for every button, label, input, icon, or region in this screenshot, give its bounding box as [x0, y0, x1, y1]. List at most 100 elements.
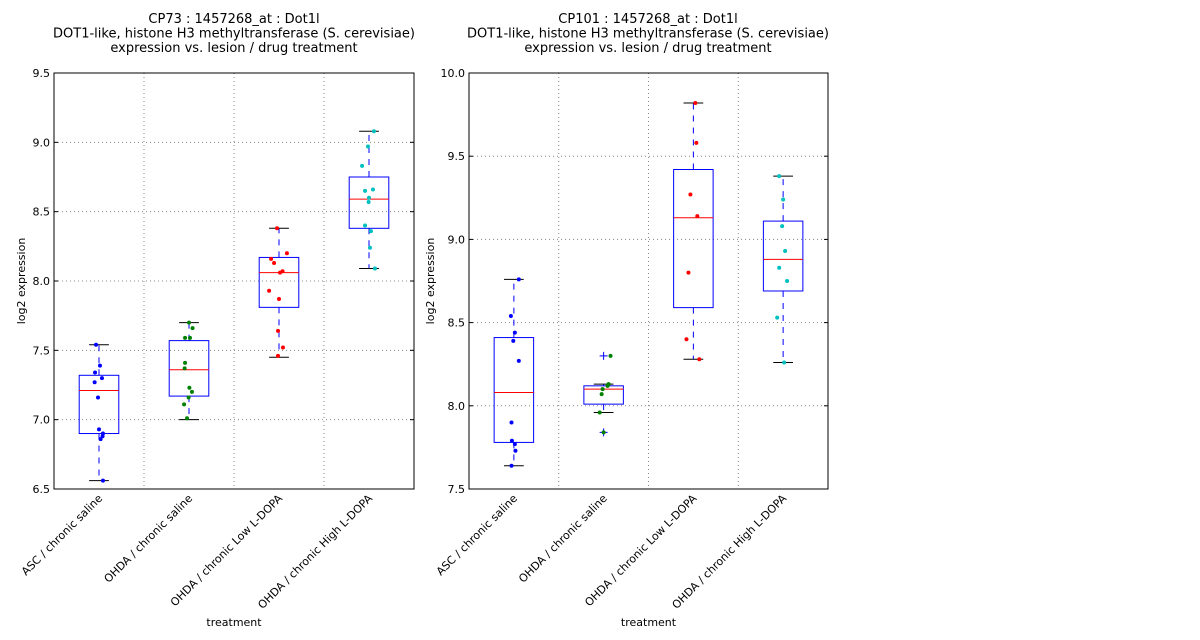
data-point — [601, 430, 606, 435]
data-point — [509, 438, 514, 443]
box-3 — [258, 227, 300, 358]
data-point — [367, 245, 372, 250]
x-tick-label: OHDA / chronic saline — [102, 492, 196, 586]
data-point — [182, 366, 187, 371]
data-point — [183, 335, 188, 340]
data-point — [777, 265, 782, 270]
box-iqr — [493, 337, 535, 443]
plot-frame — [53, 72, 415, 490]
y-tick-label: 9.5 — [448, 150, 466, 163]
data-point — [182, 402, 187, 407]
data-point — [693, 100, 698, 105]
box-3 — [673, 102, 714, 360]
data-point — [183, 360, 188, 365]
data-point — [688, 192, 693, 197]
y-tick-label: 6.5 — [33, 483, 51, 496]
x-tick-label: ASC / chronic saline — [434, 492, 520, 578]
data-point — [92, 380, 97, 385]
data-point — [360, 163, 365, 168]
y-axis-label: log2 expression — [15, 238, 28, 325]
data-point — [284, 251, 289, 256]
data-point — [608, 353, 613, 358]
data-point — [513, 448, 518, 453]
data-point — [605, 383, 610, 388]
data-point — [516, 358, 521, 363]
data-point — [267, 288, 272, 293]
chart-title-line: expression vs. lesion / drug treatment — [524, 41, 771, 56]
data-point — [600, 387, 605, 392]
data-point — [597, 410, 602, 415]
plot-frame — [468, 72, 829, 490]
chart-title-line: CP101 : 1457268_at : Dot1l — [558, 12, 737, 27]
data-point — [189, 389, 194, 394]
y-tick-label: 9.5 — [33, 67, 51, 80]
data-point — [512, 442, 517, 447]
data-point — [269, 256, 274, 261]
data-point — [777, 174, 782, 179]
x-axis-label: treatment — [206, 616, 262, 629]
box-4 — [762, 175, 804, 364]
y-tick-label: 7.5 — [33, 344, 51, 357]
data-point — [697, 357, 702, 362]
data-point — [275, 226, 280, 231]
data-point — [783, 249, 788, 254]
data-point — [367, 195, 371, 200]
data-point — [272, 260, 277, 265]
data-point — [97, 363, 102, 368]
data-point — [276, 353, 281, 358]
chart-title-line: DOT1-like, histone H3 methyltransferase … — [53, 27, 415, 42]
y-tick-label: 8.5 — [448, 317, 466, 330]
data-point — [190, 326, 195, 331]
data-point — [363, 188, 368, 193]
data-point — [187, 385, 192, 390]
data-point — [695, 214, 700, 219]
data-point — [276, 328, 281, 333]
y-tick-label: 7.0 — [33, 414, 51, 427]
y-tick-label: 8.0 — [448, 400, 466, 413]
data-point — [93, 370, 98, 375]
box-iqr — [348, 176, 390, 229]
data-point — [512, 330, 517, 335]
box-1 — [493, 278, 535, 467]
data-point — [96, 395, 101, 400]
box-iqr — [762, 220, 804, 292]
y-tick-label: 8.5 — [33, 206, 51, 219]
box-iqr — [78, 374, 120, 435]
y-tick-label: 9.0 — [33, 136, 51, 149]
data-point — [372, 266, 377, 271]
data-point — [98, 437, 103, 442]
data-point — [187, 335, 192, 340]
data-point — [363, 223, 368, 228]
data-point — [511, 338, 516, 343]
y-tick-label: 7.5 — [448, 483, 466, 496]
data-point — [100, 434, 105, 439]
data-point — [280, 345, 285, 350]
box-iqr — [258, 256, 300, 308]
data-point — [684, 337, 689, 342]
data-point — [775, 315, 780, 320]
data-point — [97, 427, 101, 432]
y-tick-label: 9.0 — [448, 233, 466, 246]
data-point — [185, 416, 190, 421]
y-axis-label: log2 expression — [424, 238, 437, 325]
data-point — [370, 187, 375, 192]
data-point — [782, 360, 787, 365]
box-iqr — [583, 385, 624, 405]
data-point — [508, 313, 513, 318]
box-flier — [599, 351, 608, 360]
data-point — [277, 297, 281, 302]
x-axis-label: treatment — [621, 616, 677, 629]
data-point — [781, 197, 786, 202]
data-point — [100, 478, 105, 483]
chart-title-line: DOT1-like, histone H3 methyltransferase … — [467, 27, 829, 42]
data-point — [780, 224, 785, 229]
data-point — [509, 420, 514, 425]
box-iqr — [673, 169, 714, 309]
data-point — [686, 270, 691, 275]
x-tick-label: ASC / chronic saline — [19, 492, 105, 578]
data-point — [186, 395, 191, 400]
data-point — [366, 144, 371, 149]
